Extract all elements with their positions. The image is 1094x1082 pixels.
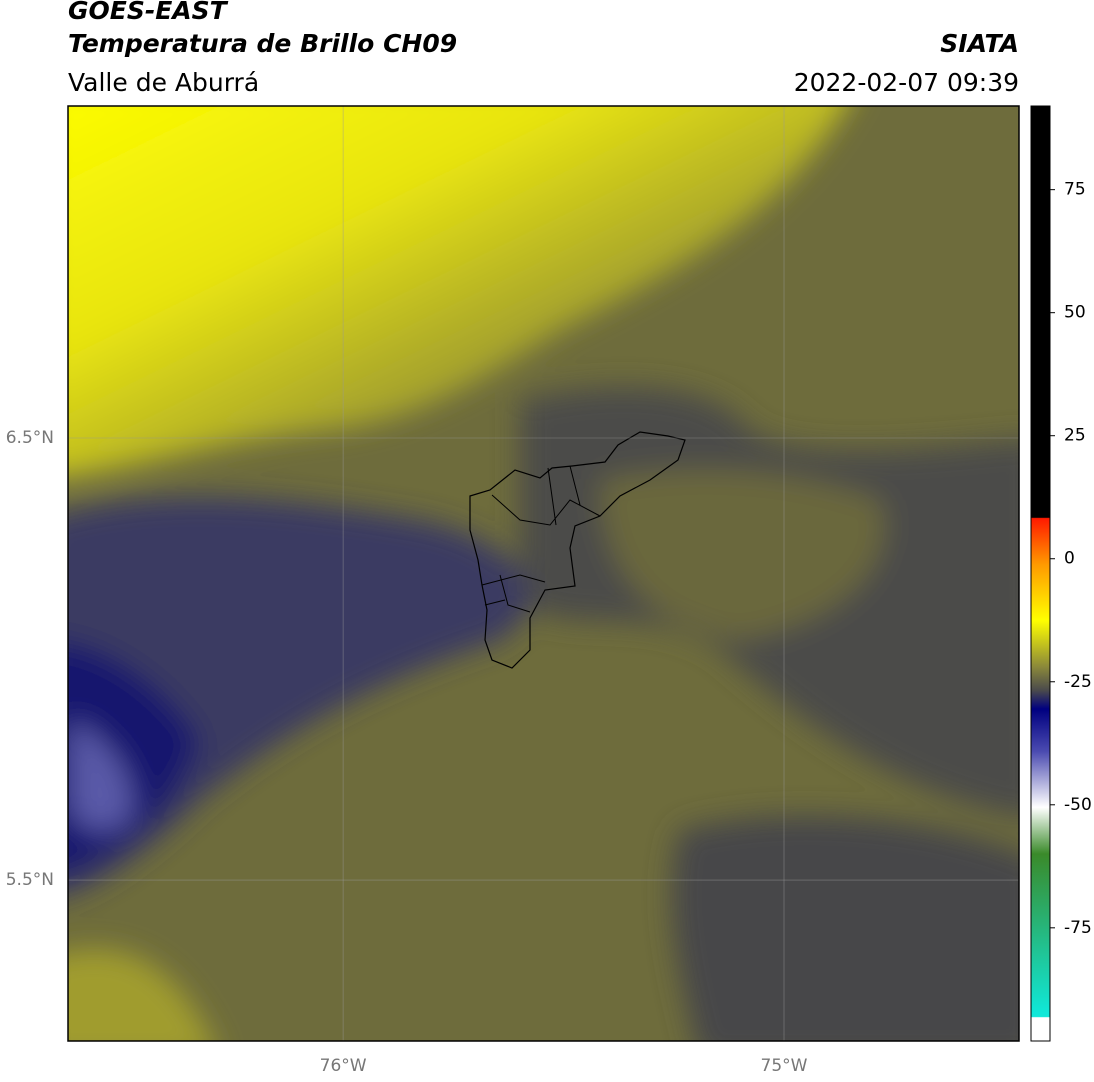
colorbar-tick-label: 50	[1064, 303, 1086, 323]
colorbar	[1030, 105, 1051, 1042]
y-tick-label: 5.5°N	[6, 870, 54, 890]
colorbar-tick-label: -75	[1064, 918, 1092, 938]
colorbar-tick-label: 0	[1064, 549, 1075, 569]
map-frame	[67, 105, 1020, 1042]
y-tick-label: 6.5°N	[6, 428, 54, 448]
source: SIATA	[940, 29, 1019, 58]
region: Valle de Aburrá	[68, 68, 259, 97]
subtitle: Temperatura de Brillo CH09	[68, 29, 457, 58]
colorbar-tick-label: 25	[1064, 426, 1086, 446]
x-tick-label: 76°W	[320, 1056, 367, 1076]
datetime: 2022-02-07 09:39	[794, 68, 1019, 97]
colorbar-tick-label: -25	[1064, 672, 1092, 692]
grid	[68, 106, 1019, 1041]
x-tick-label: 75°W	[761, 1056, 808, 1076]
title: GOES-EAST	[68, 0, 229, 25]
satellite-image	[68, 106, 1019, 1041]
colorbar-tick-label: -50	[1064, 795, 1092, 815]
colorbar-tick-label: 75	[1064, 180, 1086, 200]
